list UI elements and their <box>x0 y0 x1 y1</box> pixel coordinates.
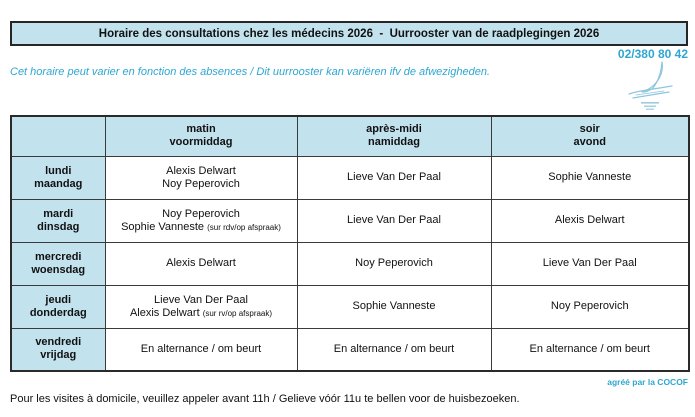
day-label: dinsdag <box>37 220 80 233</box>
home-visits-note: Pour les visites à domicile, veuillez ap… <box>10 393 520 405</box>
doctor-name: Noy Peperovich <box>162 177 240 190</box>
day-label: vendredi <box>35 336 82 349</box>
day-column-header <box>10 115 106 157</box>
column-header-label: matin <box>186 123 216 136</box>
page-title: Horaire des consultations chez les médec… <box>98 27 600 40</box>
cell-jeudi-soir: Noy Peperovich <box>490 284 690 329</box>
cell-mercredi-apres_midi: Noy Peperovich <box>296 241 492 286</box>
doctor-name: En alternance / om beurt <box>140 342 262 355</box>
appointment-note: (sur rv/op afspraak) <box>202 308 273 318</box>
column-header-label: avond <box>573 136 606 149</box>
day-cell-mercredi: mercredi woensdag <box>10 241 106 286</box>
title-banner: Horaire des consultations chez les médec… <box>10 21 688 46</box>
seagull-sketch-logo <box>628 61 673 110</box>
schedule-table: matin voormiddag après-midi namiddag soir avo… <box>10 115 690 372</box>
column-header-soir: soir avond <box>490 115 690 157</box>
variability-notice: Cet horaire peut varier en fonction des … <box>10 66 490 78</box>
doctor-name: Sophie Vanneste <box>548 171 632 183</box>
doctor-name: Alexis Delwart <box>166 164 236 177</box>
cell-lundi-apres_midi: Lieve Van Der Paal <box>296 155 492 200</box>
logo-text-marks <box>641 102 659 110</box>
day-label: maandag <box>34 177 83 190</box>
doctor-name: Sophie Vanneste <box>121 220 205 233</box>
doctor-name: Noy Peperovich <box>162 207 240 220</box>
cell-lundi-matin: Alexis Delwart Noy Peperovich <box>104 155 298 200</box>
column-header-matin: matin voormiddag <box>104 115 298 157</box>
day-cell-mardi: mardi dinsdag <box>10 198 106 243</box>
doctor-name: Noy Peperovich <box>550 300 629 312</box>
cell-mercredi-matin: Alexis Delwart <box>104 241 298 286</box>
day-label: mercredi <box>35 250 82 263</box>
cell-mercredi-soir: Lieve Van Der Paal <box>490 241 690 286</box>
header-row: matin voormiddag après-midi namiddag soir avo… <box>10 115 690 157</box>
doctor-name: Alexis Delwart <box>166 257 236 269</box>
cell-vendredi-apres_midi: En alternance / om beurt <box>296 327 492 372</box>
column-header-label: voormiddag <box>169 136 233 149</box>
cell-mardi-soir: Alexis Delwart <box>490 198 690 243</box>
doctor-name: Alexis Delwart <box>129 306 200 319</box>
day-label: lundi <box>45 164 72 177</box>
doctor-name: Noy Peperovich <box>355 257 433 269</box>
column-header-label: soir <box>579 123 600 136</box>
cell-jeudi-matin: Lieve Van Der Paal Alexis Delwart (sur rv… <box>104 284 298 329</box>
phone-number: 02/380 80 42 <box>617 47 688 61</box>
doctor-name: Sophie Vanneste <box>352 300 436 312</box>
column-header-apres_midi: après-midi namiddag <box>296 115 492 157</box>
doctor-name: Lieve Van Der Paal <box>347 214 441 226</box>
doctor-name: En alternance / om beurt <box>529 342 650 355</box>
column-header-label: après-midi <box>366 123 422 136</box>
day-cell-jeudi: jeudi donderdag <box>10 284 106 329</box>
day-label: jeudi <box>45 293 72 306</box>
doctor-name: En alternance / om beurt <box>333 342 455 355</box>
schedule-row-mercredi: mercredi woensdag Alexis Delwart Noy Pepero… <box>10 241 690 286</box>
schedule-row-lundi: lundi maandag Alexis Delwart Noy Peperovich… <box>10 155 690 200</box>
day-label: donderdag <box>29 306 87 319</box>
doctor-name: Lieve Van Der Paal <box>347 171 441 183</box>
day-label: vrijdag <box>40 349 77 362</box>
day-label: mardi <box>43 207 74 220</box>
doctor-name: Lieve Van Der Paal <box>154 293 248 306</box>
column-header-label: namiddag <box>368 136 420 149</box>
schedule-row-mardi: mardi dinsdag Noy Peperovich Sophie Vannest… <box>10 198 690 243</box>
cell-vendredi-soir: En alternance / om beurt <box>490 327 690 372</box>
doctor-name: Alexis Delwart <box>554 214 625 226</box>
appointment-note: (sur rdv/op afspraak) <box>207 222 281 232</box>
cell-mardi-matin: Noy Peperovich Sophie Vanneste (sur rdv/o… <box>104 198 298 243</box>
cell-vendredi-matin: En alternance / om beurt <box>104 327 298 372</box>
cell-mardi-apres_midi: Lieve Van Der Paal <box>296 198 492 243</box>
day-cell-vendredi: vendredi vrijdag <box>10 327 106 372</box>
schedule-row-vendredi: vendredi vrijdag En alternance / om beurt E… <box>10 327 690 372</box>
day-cell-lundi: lundi maandag <box>10 155 106 200</box>
cell-lundi-soir: Sophie Vanneste <box>490 155 690 200</box>
doctor-name: Lieve Van Der Paal <box>542 257 637 269</box>
schedule-row-jeudi: jeudi donderdag Lieve Van Der Paal Alexis D… <box>10 284 690 329</box>
day-label: woensdag <box>31 263 86 276</box>
approval-note: agréé par la COCOF <box>607 377 688 387</box>
cell-jeudi-apres_midi: Sophie Vanneste <box>296 284 492 329</box>
